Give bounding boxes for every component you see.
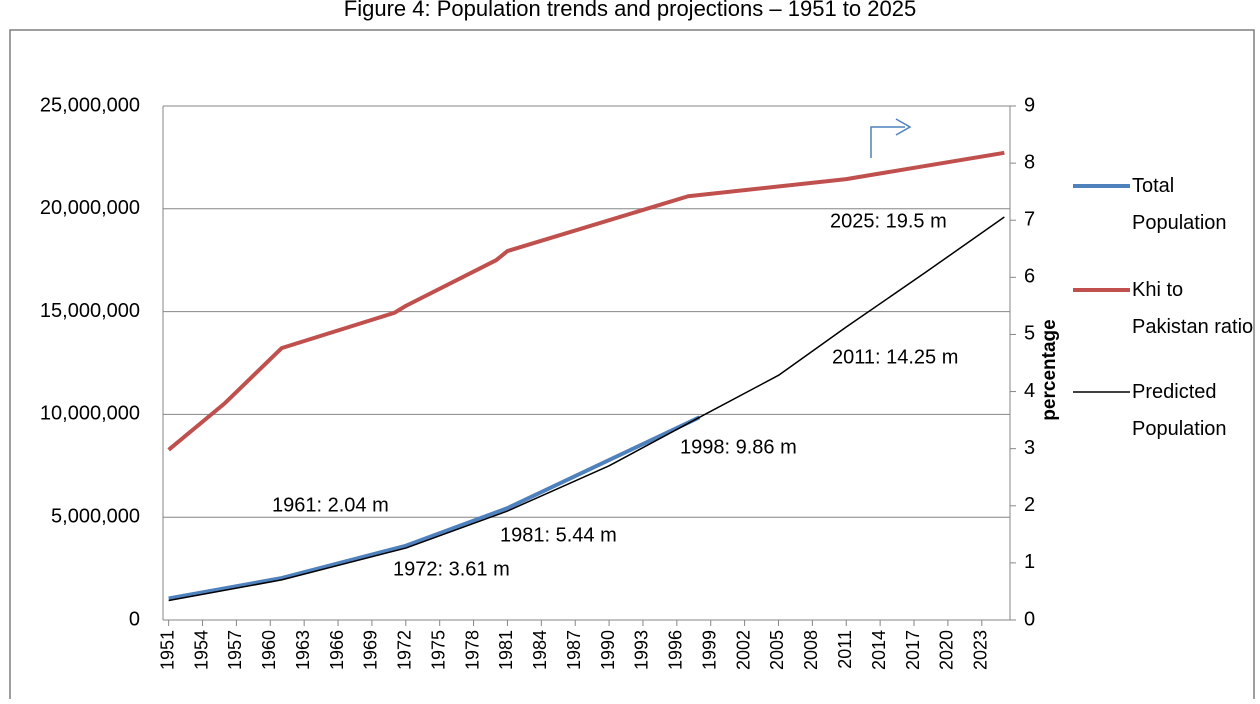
x-tick-label: 1984	[530, 630, 550, 670]
annotation: 1981: 5.44 m	[500, 524, 617, 546]
legend-label: Predicted Population	[1132, 381, 1227, 440]
x-tick-label: 1975	[428, 630, 448, 670]
arrow-icon	[870, 118, 912, 158]
x-tick-label: 1981	[496, 630, 516, 670]
y2-tick-label: 4	[1024, 380, 1035, 402]
y2-axis-label: percentage	[1039, 319, 1060, 420]
x-tick-label: 2023	[971, 630, 991, 670]
annotation: 2025: 19.5 m	[830, 210, 947, 232]
legend-label: Total Population	[1132, 175, 1227, 234]
x-tick-label: 1990	[598, 630, 618, 670]
x-tick-label: 1957	[225, 630, 245, 670]
x-tick-label: 1966	[327, 630, 347, 670]
x-tick-label: 1963	[293, 630, 313, 670]
x-tick-label: 2005	[767, 630, 787, 670]
y2-tick-label: 2	[1024, 494, 1035, 516]
y2-tick-label: 5	[1024, 323, 1035, 345]
x-tick-label: 2002	[733, 630, 753, 670]
chart-border	[9, 29, 1255, 704]
x-tick-label: 1969	[361, 630, 381, 670]
x-tick-label: 1987	[564, 630, 584, 670]
x-tick-label: 1960	[259, 630, 279, 670]
series-line	[168, 216, 1005, 602]
series-line	[167, 150, 1005, 452]
y-tick-label: 25,000,000	[40, 94, 140, 116]
y-tick-label: 10,000,000	[40, 403, 140, 425]
x-tick-label: 1954	[191, 630, 211, 670]
x-tick-label: 1996	[666, 630, 686, 670]
series-line	[168, 415, 701, 601]
y2-tick-label: 7	[1024, 209, 1035, 231]
y-tick-label: 20,000,000	[40, 197, 140, 219]
x-tick-label: 1972	[395, 630, 415, 670]
annotation: 1998: 9.86 m	[680, 436, 797, 458]
x-tick-label: 1993	[632, 630, 652, 670]
x-tick-label: 1978	[462, 630, 482, 670]
x-tick-label: 2011	[835, 630, 855, 669]
annotation: 2011: 14.25 m	[832, 346, 958, 368]
x-tick-label: 2008	[801, 630, 821, 670]
y2-tick-label: 6	[1024, 266, 1035, 288]
y2-tick-label: 0	[1024, 608, 1035, 630]
x-tick-label: 2020	[937, 630, 957, 670]
annotation: 1972: 3.61 m	[393, 558, 510, 580]
x-tick-label: 1951	[157, 630, 177, 670]
x-tick-label: 1999	[699, 630, 719, 670]
legend-label: Khi to Pakistan ratio	[1132, 279, 1254, 338]
x-tick-label: 2014	[869, 630, 889, 670]
y-tick-label: 0	[129, 608, 140, 630]
y-tick-label: 15,000,000	[40, 300, 140, 322]
y-tick-label: 5,000,000	[51, 505, 140, 527]
y2-tick-label: 1	[1024, 551, 1035, 573]
x-tick-label: 2017	[903, 630, 923, 670]
annotation: 1961: 2.04 m	[272, 494, 389, 516]
y2-tick-label: 8	[1024, 151, 1035, 173]
y2-tick-label: 3	[1024, 437, 1035, 459]
chart-title: Figure 4: Population trends and projecti…	[344, 0, 916, 21]
y2-tick-label: 9	[1024, 94, 1035, 116]
